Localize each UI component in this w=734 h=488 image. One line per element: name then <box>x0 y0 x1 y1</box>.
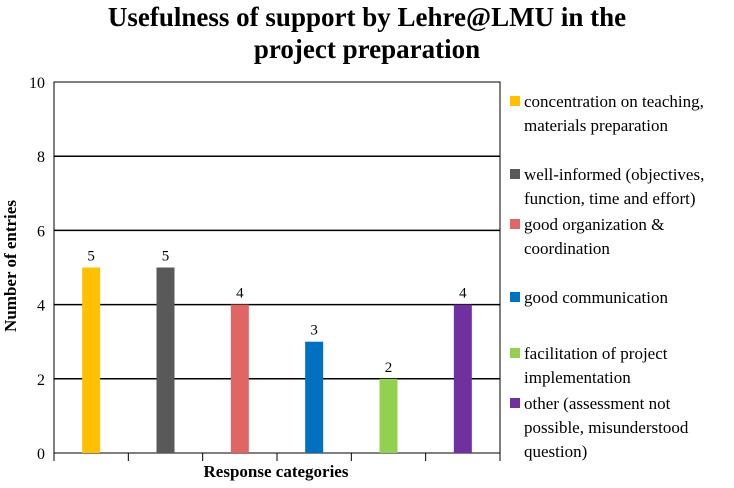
y-axis-label: Number of entries <box>1 200 20 332</box>
legend-swatch <box>510 398 520 408</box>
legend-label: question) <box>524 442 587 461</box>
bar <box>453 304 472 453</box>
plot-area: 0 2 4 6 8 10 5 5 4 3 2 4 <box>29 75 501 463</box>
legend-label: other (assessment not <box>524 394 671 413</box>
bar-value-label: 5 <box>162 249 170 265</box>
bar <box>156 267 175 453</box>
chart-title-line-2: project preparation <box>254 34 480 64</box>
bar-value-label: 3 <box>310 323 318 339</box>
legend-swatch <box>510 96 520 106</box>
bar <box>379 378 398 453</box>
plot-frame <box>53 81 501 454</box>
legend-label: coordination <box>524 239 610 258</box>
bar <box>230 304 249 453</box>
bar-value-label: 4 <box>459 286 467 302</box>
legend-label: function, time and effort) <box>524 189 696 208</box>
legend-swatch <box>510 348 520 358</box>
y-tick-label: 8 <box>37 149 45 166</box>
y-tick-label: 6 <box>37 223 45 240</box>
legend-swatch <box>510 169 520 179</box>
x-axis-label: Response categories <box>204 462 349 481</box>
legend-label: materials preparation <box>524 116 668 135</box>
chart-title-line-1: Usefulness of support by Lehre@LMU in th… <box>108 2 626 32</box>
legend-label: facilitation of project <box>524 344 668 363</box>
y-tick-label: 4 <box>37 298 45 315</box>
legend-label: good communication <box>524 288 669 307</box>
legend-swatch <box>510 292 520 302</box>
legend-swatch <box>510 219 520 229</box>
legend-label: possible, misunderstood <box>524 418 689 437</box>
legend-label: good organization & <box>524 215 664 234</box>
bar-value-label: 2 <box>385 360 393 376</box>
bar <box>82 267 101 453</box>
legend-label: well-informed (objectives, <box>524 165 704 184</box>
legend: concentration on teaching, materials prep… <box>510 92 704 461</box>
y-tick-label: 0 <box>37 446 45 463</box>
bar-value-label: 4 <box>236 286 244 302</box>
bar-value-label: 5 <box>87 249 95 265</box>
y-tick-label: 2 <box>37 372 45 389</box>
legend-label: implementation <box>524 368 631 387</box>
y-tick-label: 10 <box>29 75 45 92</box>
legend-label: concentration on teaching, <box>524 92 704 111</box>
bar <box>305 341 324 453</box>
